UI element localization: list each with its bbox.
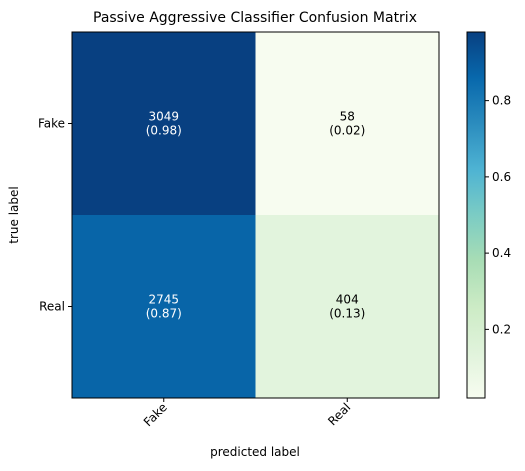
colorbar (466, 31, 486, 399)
x-tick-label-0: Fake (141, 400, 170, 429)
heatmap-cell-0-1 (255, 32, 439, 215)
colorbar-ticks: 0.2 0.4 0.6 0.8 (485, 94, 511, 336)
chart-title: Passive Aggressive Classifier Confusion … (93, 10, 417, 26)
heatmap-cell-1-0 (72, 215, 256, 398)
colorbar-tick-label-0: 0.2 (492, 322, 511, 336)
colorbar-tick-label-1: 0.4 (492, 246, 511, 260)
y-tick-label-0: Fake (38, 117, 65, 131)
x-axis-label: predicted label (210, 445, 300, 459)
x-axis-ticks: Fake Real (141, 398, 353, 429)
x-tick-label-1: Real (325, 400, 353, 428)
plot-frame (71, 31, 440, 399)
heatmap-cell-0-0 (72, 32, 256, 215)
colorbar-tick-label-3: 0.8 (492, 94, 511, 108)
cell-label-1-1: 404 (0.13) (329, 293, 365, 321)
cell-label-0-1: 58 (0.02) (329, 110, 365, 138)
heatmap-cell-1-1 (255, 215, 439, 398)
cell-label-1-0: 2745 (0.87) (146, 293, 182, 321)
colorbar-tick-label-2: 0.6 (492, 170, 511, 184)
y-axis-ticks: Fake Real (38, 117, 72, 314)
y-tick-label-1: Real (39, 300, 65, 314)
heatmap-grid: 3049 (0.98) 58 (0.02) 2745 (0.87) 404 (0.13) (72, 32, 439, 398)
y-axis-label: true label (7, 186, 21, 243)
cell-label-0-0: 3049 (0.98) (146, 110, 182, 138)
